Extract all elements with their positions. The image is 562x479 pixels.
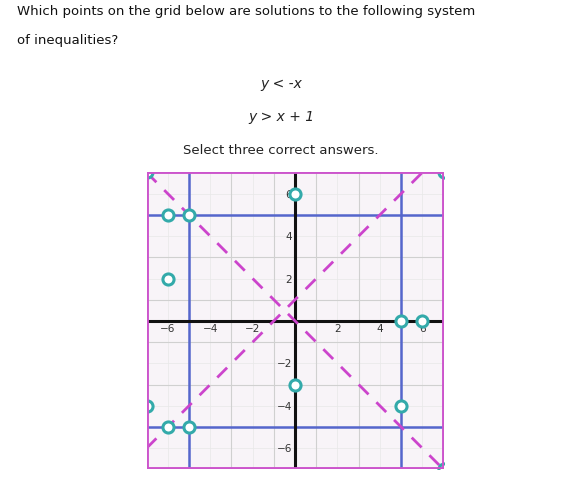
Text: Select three correct answers.: Select three correct answers.: [183, 144, 379, 157]
Text: of inequalities?: of inequalities?: [17, 34, 118, 46]
Text: y < -x: y < -x: [260, 77, 302, 91]
Text: Which points on the grid below are solutions to the following system: Which points on the grid below are solut…: [17, 5, 475, 18]
Text: y > x + 1: y > x + 1: [248, 110, 314, 124]
